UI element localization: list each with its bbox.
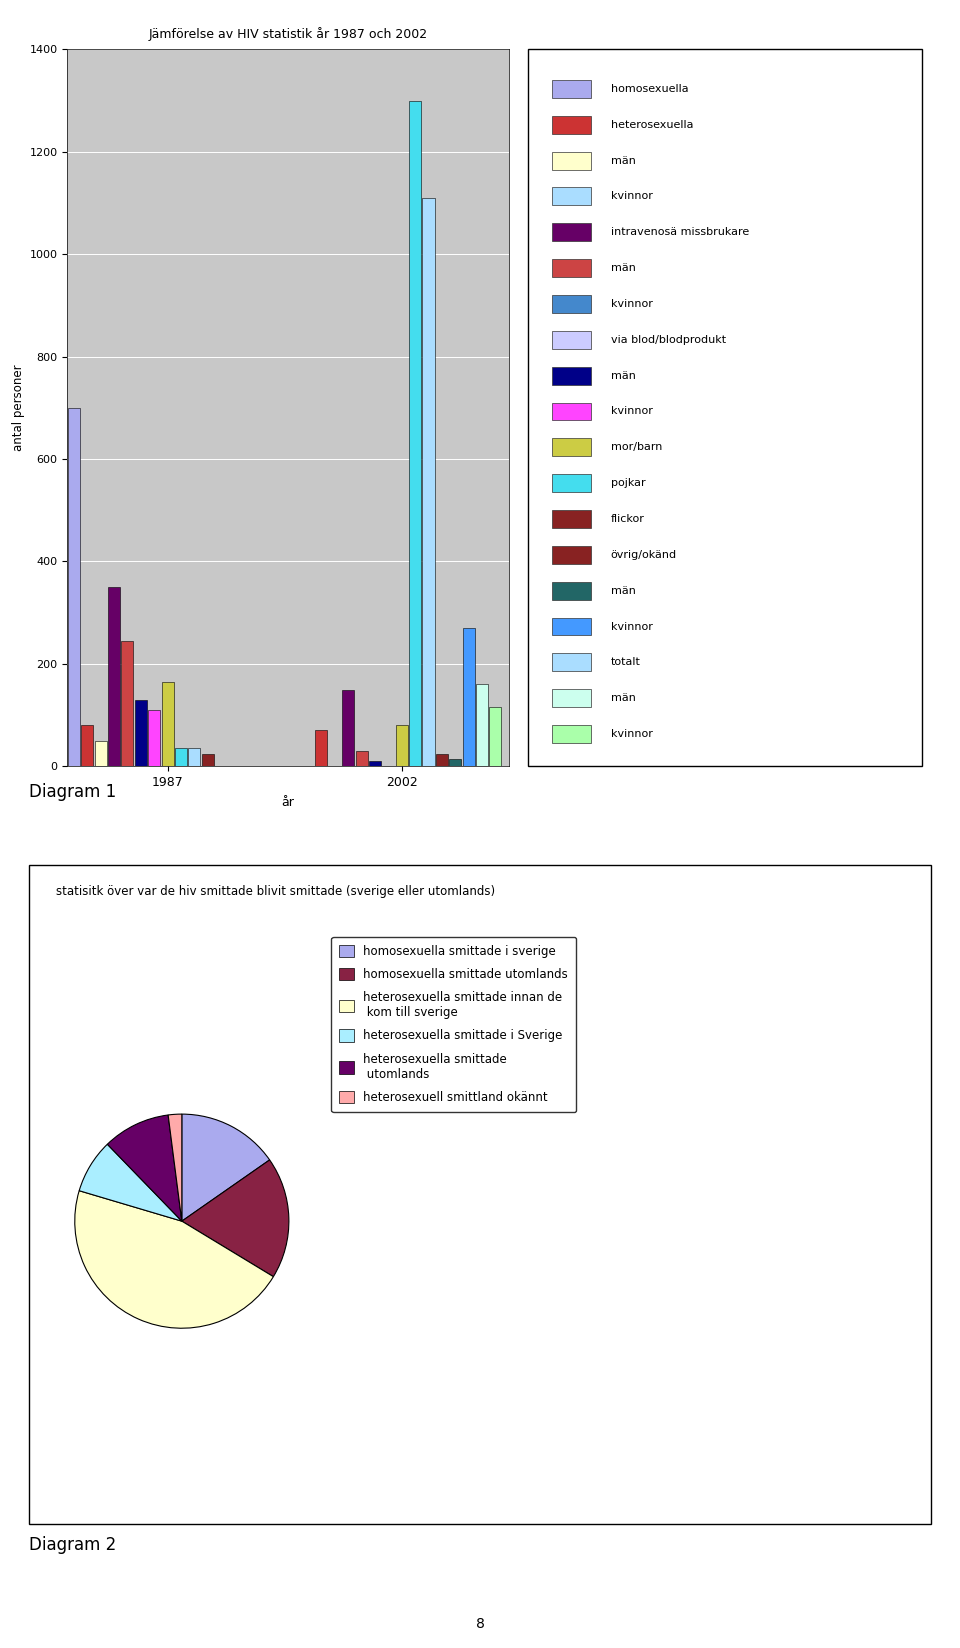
Bar <box>134 700 147 766</box>
Bar <box>422 198 435 766</box>
Bar <box>552 366 591 384</box>
Bar <box>552 222 591 241</box>
Bar <box>82 725 93 766</box>
Bar <box>552 653 591 671</box>
Bar <box>175 748 187 766</box>
Text: flickor: flickor <box>611 514 644 524</box>
Bar <box>552 689 591 707</box>
Bar <box>552 509 591 527</box>
Y-axis label: antal personer: antal personer <box>12 364 25 452</box>
Text: pojkar: pojkar <box>611 478 645 488</box>
Wedge shape <box>181 1160 289 1277</box>
X-axis label: år: år <box>281 796 295 809</box>
Bar <box>342 689 354 766</box>
Bar <box>552 438 591 456</box>
Bar <box>95 740 107 766</box>
Bar <box>552 402 591 420</box>
Text: 8: 8 <box>475 1617 485 1632</box>
Text: kvinnor: kvinnor <box>611 407 653 417</box>
Bar <box>409 101 421 766</box>
Text: totalt: totalt <box>611 658 640 667</box>
Bar <box>552 79 591 97</box>
Text: kvinnor: kvinnor <box>611 621 653 631</box>
Bar <box>552 618 591 636</box>
Bar <box>552 331 591 349</box>
Text: kvinnor: kvinnor <box>611 728 653 738</box>
Wedge shape <box>168 1114 181 1221</box>
Text: Diagram 1: Diagram 1 <box>29 783 116 801</box>
Wedge shape <box>79 1144 181 1221</box>
Text: kvinnor: kvinnor <box>611 298 653 308</box>
Bar <box>552 582 591 600</box>
Bar <box>355 751 368 766</box>
Text: män: män <box>611 371 636 381</box>
Bar <box>552 188 591 206</box>
Bar <box>552 725 591 743</box>
Bar <box>121 641 133 766</box>
Bar <box>490 707 501 766</box>
Bar <box>316 730 327 766</box>
Bar <box>463 628 474 766</box>
Text: homosexuella: homosexuella <box>611 84 688 94</box>
Text: statisitk över var de hiv smittade blivit smittade (sverige eller utomlands): statisitk över var de hiv smittade blivi… <box>56 885 495 898</box>
Wedge shape <box>75 1192 274 1328</box>
Bar <box>476 684 488 766</box>
Bar <box>449 758 462 766</box>
Legend: homosexuella smittade i sverige, homosexuella smittade utomlands, heterosexuella: homosexuella smittade i sverige, homosex… <box>331 938 576 1112</box>
Bar <box>436 753 448 766</box>
Text: män: män <box>611 694 636 704</box>
Bar <box>108 587 120 766</box>
Text: män: män <box>611 264 636 274</box>
Bar <box>148 710 160 766</box>
Title: Jämförelse av HIV statistik år 1987 och 2002: Jämförelse av HIV statistik år 1987 och … <box>149 28 427 41</box>
Text: mor/barn: mor/barn <box>611 442 662 452</box>
Wedge shape <box>181 1114 270 1221</box>
Text: kvinnor: kvinnor <box>611 191 653 201</box>
Bar <box>552 295 591 313</box>
Text: heterosexuella: heterosexuella <box>611 120 693 130</box>
Bar <box>552 545 591 564</box>
Text: män: män <box>611 585 636 595</box>
Bar <box>202 753 214 766</box>
Text: Diagram 2: Diagram 2 <box>29 1536 116 1554</box>
Text: intravenosä missbrukare: intravenosä missbrukare <box>611 227 749 237</box>
Bar <box>161 682 174 766</box>
Text: män: män <box>611 155 636 165</box>
Bar <box>68 409 80 766</box>
Bar <box>552 475 591 493</box>
Text: via blod/blodprodukt: via blod/blodprodukt <box>611 335 726 344</box>
Bar <box>396 725 408 766</box>
Wedge shape <box>108 1116 181 1221</box>
Text: övrig/okänd: övrig/okänd <box>611 550 677 560</box>
Bar <box>188 748 201 766</box>
Bar <box>552 115 591 133</box>
Bar <box>552 259 591 277</box>
Bar <box>552 152 591 170</box>
Bar <box>369 761 381 766</box>
